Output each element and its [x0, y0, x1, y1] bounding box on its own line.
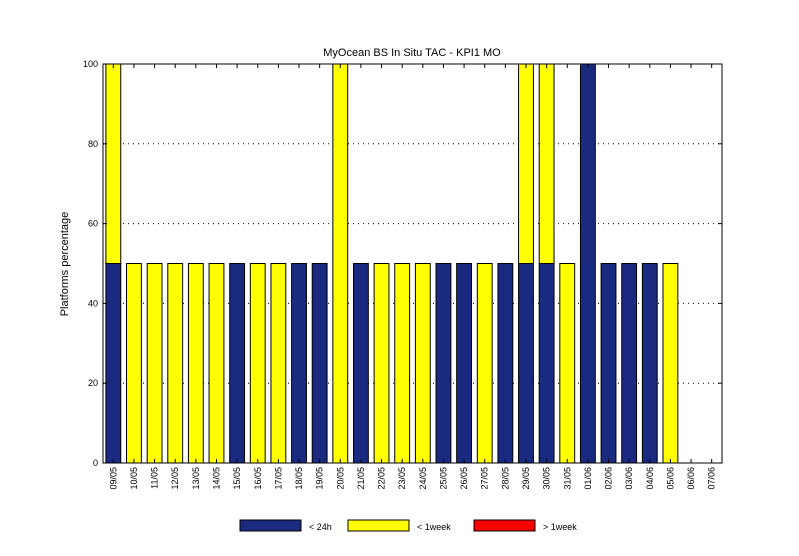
x-tick-label: 12/05: [170, 467, 180, 490]
legend-swatch: [473, 519, 536, 532]
bar-segment: [249, 263, 266, 464]
x-tick-label: 30/05: [542, 467, 552, 490]
x-tick-label: 07/06: [707, 467, 717, 490]
x-tick-label: 01/06: [583, 467, 593, 490]
y-tick-label: 100: [83, 59, 98, 69]
bar-segment: [270, 263, 287, 464]
x-tick-label: 27/05: [480, 467, 490, 490]
x-tick-label: 03/06: [624, 467, 634, 490]
bar-segment: [291, 263, 307, 464]
bar-segment: [641, 263, 658, 464]
x-tick-label: 24/05: [418, 467, 428, 490]
bar-segment: [600, 263, 617, 464]
y-tick-label: 40: [88, 298, 98, 308]
x-tick-label: 14/05: [211, 467, 221, 490]
bar-segment: [456, 263, 473, 464]
x-tick-label: 20/05: [335, 467, 345, 490]
bar-segment: [229, 263, 246, 464]
x-tick-label: 22/05: [377, 467, 387, 490]
bar-segment: [126, 263, 142, 464]
bars: [105, 63, 679, 464]
bar-segment: [559, 263, 576, 464]
x-tick-label: 31/05: [562, 467, 572, 490]
x-tick-label: 26/05: [459, 467, 469, 490]
legend-label: < 24h: [309, 522, 332, 532]
legend-label: > 1week: [543, 522, 577, 532]
x-tick-label: 18/05: [294, 467, 304, 490]
x-tick-label: 16/05: [253, 467, 263, 490]
x-tick-label: 19/05: [315, 467, 325, 490]
bar-segment: [538, 63, 555, 264]
x-tick-label: 02/06: [604, 467, 614, 490]
x-axis: 09/05 10/05 11/05 12/05 13/05 14/05 15/05 16/05…: [108, 64, 717, 490]
legend-swatch: [347, 519, 410, 532]
bar-segment: [662, 263, 679, 464]
bar-segment: [394, 263, 411, 464]
bar-segment: [518, 263, 534, 464]
y-axis: 0 20 40 60 80 100: [83, 59, 722, 468]
legend: < 24h < 1week > 1week: [239, 519, 577, 532]
bar-segment: [352, 263, 369, 464]
plot-frame: [102, 63, 723, 464]
bar-segment: [105, 263, 122, 464]
bar-segment: [579, 63, 596, 464]
x-tick-label: 09/05: [108, 467, 118, 490]
legend-label: < 1week: [417, 522, 451, 532]
bar-segment: [311, 263, 328, 464]
bar-segment: [476, 263, 493, 464]
x-tick-label: 10/05: [129, 467, 139, 490]
bar-segment: [146, 263, 163, 464]
bar-segment: [621, 263, 638, 464]
y-tick-label: 0: [93, 458, 98, 468]
x-tick-label: 15/05: [232, 467, 242, 490]
x-tick-label: 05/06: [665, 467, 675, 490]
bar-segment: [538, 263, 555, 464]
bar-segment: [187, 263, 204, 464]
x-tick-label: 04/06: [645, 467, 655, 490]
x-tick-label: 06/06: [686, 467, 696, 490]
bar-segment: [518, 63, 534, 264]
gridlines: [103, 143, 722, 384]
x-tick-label: 21/05: [356, 467, 366, 490]
bar-segment: [435, 263, 452, 464]
bar-segment: [373, 263, 390, 464]
bar-segment: [105, 63, 122, 264]
y-tick-label: 80: [88, 139, 98, 149]
x-tick-label: 17/05: [273, 467, 283, 490]
y-tick-label: 60: [88, 219, 98, 229]
bar-segment: [497, 263, 514, 464]
x-tick-label: 13/05: [191, 467, 201, 490]
y-tick-label: 20: [88, 378, 98, 388]
x-tick-label: 29/05: [521, 467, 531, 490]
bar-segment: [167, 263, 184, 464]
y-axis-label: Platforms percentage: [59, 212, 71, 317]
chart-title: MyOcean BS In Situ TAC - KPI1 MO: [323, 47, 501, 59]
legend-swatch: [239, 519, 302, 532]
x-tick-label: 28/05: [500, 467, 510, 490]
bar-segment: [414, 263, 431, 464]
x-tick-label: 25/05: [438, 467, 448, 490]
bar-segment: [332, 63, 349, 464]
x-tick-label: 23/05: [397, 467, 407, 490]
x-tick-label: 11/05: [150, 467, 160, 489]
bar-segment: [208, 263, 225, 464]
